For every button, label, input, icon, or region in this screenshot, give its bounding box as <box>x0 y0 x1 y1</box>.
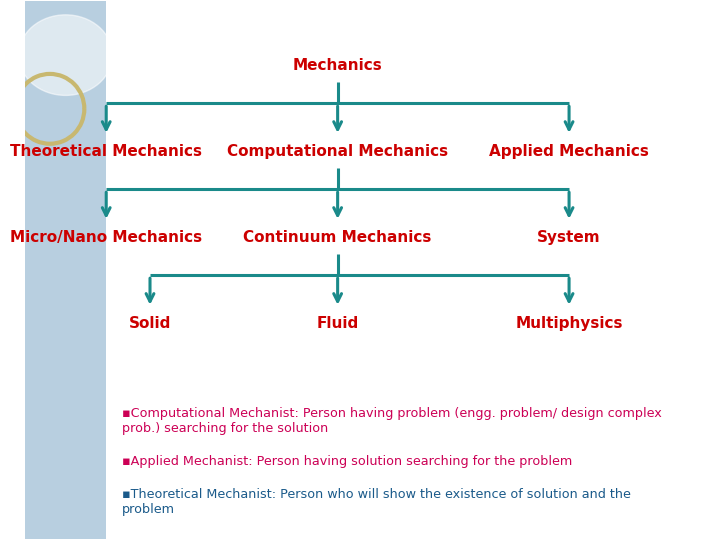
Text: Fluid: Fluid <box>317 316 359 331</box>
Text: System: System <box>537 230 601 245</box>
Text: Continuum Mechanics: Continuum Mechanics <box>243 230 432 245</box>
Text: Multiphysics: Multiphysics <box>516 316 623 331</box>
Text: Mechanics: Mechanics <box>293 58 382 73</box>
Text: Solid: Solid <box>129 316 171 331</box>
Circle shape <box>19 15 112 96</box>
FancyBboxPatch shape <box>25 2 107 538</box>
Text: ▪Theoretical Mechanist: Person who will show the existence of solution and the
p: ▪Theoretical Mechanist: Person who will … <box>122 488 631 516</box>
Text: Theoretical Mechanics: Theoretical Mechanics <box>10 144 202 159</box>
Text: Computational Mechanics: Computational Mechanics <box>227 144 449 159</box>
Text: ▪Computational Mechanist: Person having problem (engg. problem/ design complex
p: ▪Computational Mechanist: Person having … <box>122 407 662 435</box>
Text: Micro/Nano Mechanics: Micro/Nano Mechanics <box>10 230 202 245</box>
Text: Applied Mechanics: Applied Mechanics <box>489 144 649 159</box>
Text: ▪Applied Mechanist: Person having solution searching for the problem: ▪Applied Mechanist: Person having soluti… <box>122 455 572 468</box>
